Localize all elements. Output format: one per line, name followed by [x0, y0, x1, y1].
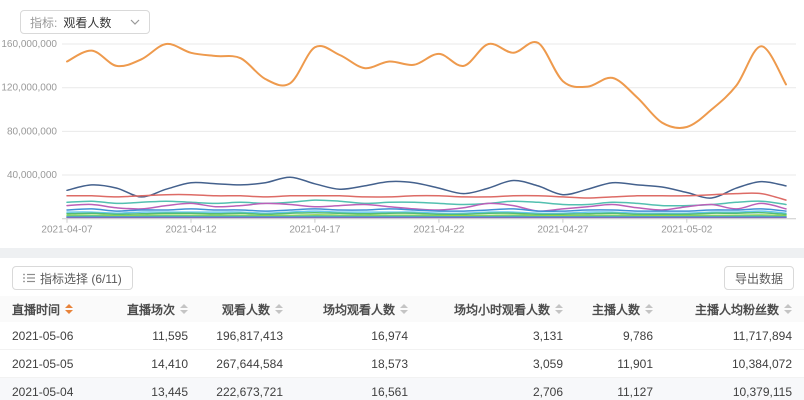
metric-select-value: 观看人数	[63, 15, 112, 30]
cell-live-sessions: 14,410	[151, 356, 188, 371]
table-header-row: 直播时间 直播场次 观看人数 场均观看人数 场均小时观看人数 主播人数	[0, 296, 804, 322]
table-card: 指标选择 (6/11) 导出数据 直播时间 直播场次 观看人数 场均观看人数	[0, 258, 804, 400]
column-header-avg-hourly-viewers[interactable]: 场均小时观看人数	[420, 301, 575, 318]
svg-text:160,000,000: 160,000,000	[1, 39, 57, 50]
cell-avg-fans: 10,384,072	[731, 356, 792, 371]
cell-avg-hourly-viewers: 3,131	[532, 328, 563, 343]
sort-icon	[180, 304, 188, 314]
metric-select-label: 指标:	[30, 15, 58, 30]
svg-text:2021-04-17: 2021-04-17	[289, 225, 341, 236]
column-header-viewers[interactable]: 观看人数	[200, 301, 295, 318]
column-header-live-sessions[interactable]: 直播场次	[110, 301, 200, 318]
card-divider	[0, 248, 804, 258]
svg-text:2021-04-12: 2021-04-12	[165, 225, 217, 236]
cell-viewers: 222,673,721	[216, 384, 283, 399]
cell-streamers: 11,127	[617, 384, 653, 399]
cell-avg-viewers: 16,974	[371, 328, 408, 343]
chevron-down-icon	[130, 19, 140, 25]
cell-avg-hourly-viewers: 3,059	[532, 356, 563, 371]
sort-icon	[65, 304, 74, 314]
table-row: 2021-05-06 11,595 196,817,413 16,974 3,1…	[0, 322, 804, 350]
list-icon	[23, 273, 35, 283]
cell-avg-viewers: 16,561	[371, 384, 408, 399]
cell-avg-viewers: 18,573	[371, 356, 408, 371]
svg-text:120,000,000: 120,000,000	[1, 83, 57, 94]
svg-text:2021-04-22: 2021-04-22	[413, 225, 465, 236]
cell-live-sessions: 13,445	[151, 384, 188, 399]
column-header-avg-viewers[interactable]: 场均观看人数	[295, 301, 420, 318]
sort-icon	[275, 304, 283, 314]
sort-icon	[400, 304, 408, 314]
column-header-streamers[interactable]: 主播人数	[575, 301, 665, 318]
cell-avg-hourly-viewers: 2,706	[532, 384, 563, 399]
cell-viewers: 196,817,413	[216, 328, 283, 343]
table-row: 2021-05-04 13,445 222,673,721 16,561 2,7…	[0, 378, 804, 400]
table-row: 2021-05-05 14,410 267,644,584 18,573 3,0…	[0, 350, 804, 378]
select-metrics-button[interactable]: 指标选择 (6/11)	[12, 266, 133, 290]
table-toolbar: 指标选择 (6/11) 导出数据	[0, 258, 804, 296]
cell-live-time: 2021-05-04	[12, 384, 74, 399]
svg-text:40,000,000: 40,000,000	[7, 170, 57, 181]
svg-text:2021-05-02: 2021-05-02	[661, 225, 713, 236]
cell-live-time: 2021-05-06	[12, 328, 74, 343]
svg-text:2021-04-07: 2021-04-07	[41, 225, 93, 236]
cell-streamers: 11,901	[617, 356, 653, 371]
metric-select[interactable]: 指标: 观看人数	[20, 10, 150, 34]
svg-text:80,000,000: 80,000,000	[7, 126, 57, 137]
data-table: 直播时间 直播场次 观看人数 场均观看人数 场均小时观看人数 主播人数	[0, 296, 804, 400]
export-data-label: 导出数据	[734, 271, 783, 286]
cell-streamers: 9,786	[622, 328, 653, 343]
line-chart[interactable]: 40,000,000 80,000,000 120,000,000 160,000,0…	[0, 0, 804, 248]
cell-live-sessions: 11,595	[152, 328, 188, 343]
select-metrics-label: 指标选择 (6/11)	[40, 271, 122, 286]
sort-icon	[645, 304, 653, 314]
column-header-avg-fans[interactable]: 主播人均粉丝数	[665, 301, 804, 318]
chart-card: 40,000,000 80,000,000 120,000,000 160,000,0…	[0, 0, 804, 248]
column-header-live-time[interactable]: 直播时间	[0, 301, 110, 318]
cell-viewers: 267,644,584	[216, 356, 283, 371]
cell-live-time: 2021-05-05	[12, 356, 74, 371]
sort-icon	[555, 304, 563, 314]
svg-text:2021-04-27: 2021-04-27	[537, 225, 589, 236]
sort-icon	[784, 304, 792, 314]
cell-avg-fans: 11,717,894	[732, 328, 792, 343]
export-data-button[interactable]: 导出数据	[723, 266, 794, 290]
cell-avg-fans: 10,379,115	[732, 384, 792, 399]
